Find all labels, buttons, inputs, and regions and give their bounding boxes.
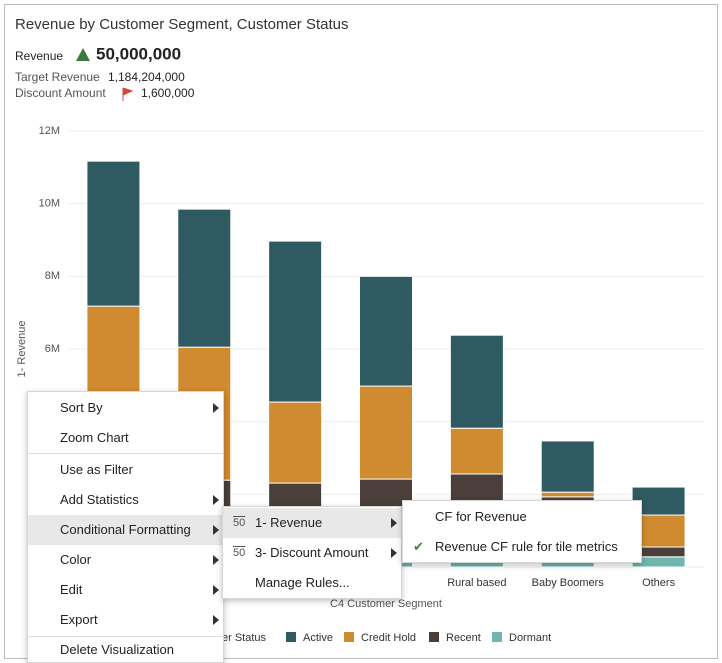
- menu-item[interactable]: 50 1- Revenue: [223, 508, 401, 538]
- menu-icon: 50: [233, 517, 246, 529]
- metric-value: 1,184,204,000: [108, 70, 185, 84]
- y-tick-label: 6M: [45, 343, 60, 355]
- y-tick-label: 10M: [39, 198, 60, 210]
- menu-item[interactable]: Manage Rules...: [223, 568, 401, 598]
- y-tick-label: 8M: [45, 270, 60, 282]
- flag-indicator: [122, 87, 134, 101]
- bar-segment: [540, 440, 595, 493]
- menu-item-text: Zoom Chart: [60, 430, 129, 445]
- legend-label: Credit Hold: [361, 632, 416, 644]
- menu-item[interactable]: Zoom Chart: [28, 423, 223, 453]
- menu-icon: 50: [233, 547, 246, 559]
- menu-item[interactable]: Color: [28, 545, 223, 575]
- menu-item[interactable]: Add Statistics: [28, 485, 223, 515]
- x-tick-label: Rural based: [447, 577, 506, 589]
- bar-segment: [449, 427, 504, 475]
- menu-item-text: Edit: [60, 582, 83, 597]
- menu-item[interactable]: Use as Filter: [28, 455, 223, 485]
- y-axis-label: 1- Revenue: [16, 321, 28, 378]
- x-tick-label: Others: [642, 577, 676, 589]
- metric-value: 50,000,000: [96, 44, 181, 63]
- bar-segment: [268, 240, 323, 403]
- bar-segment: [540, 491, 595, 498]
- menu-item[interactable]: Sort By: [28, 393, 223, 423]
- menu-item-text: Manage Rules...: [255, 575, 350, 590]
- menu-item[interactable]: Delete Visualization: [28, 638, 223, 662]
- menu-item-text: Use as Filter: [60, 462, 133, 477]
- menu-item-text: CF for Revenue: [435, 509, 527, 524]
- bar-segment: [359, 385, 413, 480]
- metric-label: Target Revenue: [15, 70, 100, 84]
- legend-label: Active: [303, 632, 333, 644]
- legend-swatch: [286, 632, 296, 642]
- legend-swatch: [344, 632, 354, 642]
- metric-label: Revenue: [15, 49, 63, 63]
- menu-item-text: 3- Discount Amount: [255, 545, 369, 560]
- menu-item-text: Sort By: [60, 400, 103, 415]
- menu-item-text: Delete Visualization: [60, 642, 174, 657]
- legend-label: Dormant: [509, 632, 551, 644]
- submenu: 50 1- Revenue 50 3- Discount Amount Manage…: [222, 506, 402, 599]
- menu-item[interactable]: Conditional Formatting: [28, 515, 223, 545]
- bar-segment: [86, 160, 141, 307]
- menu-item[interactable]: CF for Revenue: [403, 502, 641, 532]
- menu-item[interactable]: Edit: [28, 575, 223, 605]
- context-menu: Sort By Zoom Chart Use as Filter Add Sta…: [27, 391, 224, 663]
- legend-swatch: [429, 632, 439, 642]
- menu-item-text: Add Statistics: [60, 492, 139, 507]
- chart-title: Revenue by Customer Segment, Customer St…: [15, 16, 349, 33]
- bar-segment: [449, 334, 504, 429]
- x-tick-label: Baby Boomers: [532, 577, 605, 589]
- menu-item-text: Revenue CF rule for tile metrics: [435, 539, 618, 554]
- y-tick-label: 12M: [39, 125, 60, 137]
- legend-swatch: [492, 632, 502, 642]
- rules-menu: CF for Revenue ✔ Revenue CF rule for tile…: [402, 500, 642, 563]
- menu-item-text: Conditional Formatting: [60, 522, 191, 537]
- metric-value: 1,600,000: [141, 86, 195, 100]
- legend-label: Recent: [446, 632, 481, 644]
- menu-item-text: Color: [60, 552, 92, 567]
- bar-segment: [359, 275, 413, 387]
- bar-segment: [177, 208, 232, 348]
- menu-item[interactable]: Export: [28, 605, 223, 635]
- x-axis-label: C4 Customer Segment: [330, 598, 442, 610]
- up-indicator: [76, 48, 90, 61]
- menu-item-text: Export: [60, 612, 98, 627]
- bar-segment: [268, 401, 323, 484]
- menu-item[interactable]: 50 3- Discount Amount: [223, 538, 401, 568]
- metric-label: Discount Amount: [15, 86, 106, 100]
- menu-item-text: 1- Revenue: [255, 515, 323, 530]
- menu-item[interactable]: ✔ Revenue CF rule for tile metrics: [413, 539, 618, 554]
